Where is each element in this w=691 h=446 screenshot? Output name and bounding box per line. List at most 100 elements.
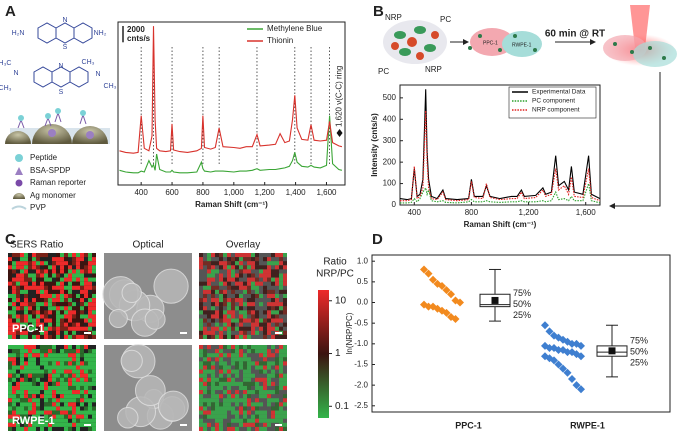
heatmap-pixel [32,314,36,319]
heatmap-pixel [64,353,68,358]
heatmap-pixel [40,418,44,423]
heatmap-pixel [72,310,76,315]
heatmap-pixel [60,373,64,378]
heatmap-pixel [223,410,227,415]
heatmap-pixel [267,422,271,427]
heatmap-pixel [8,306,12,311]
heatmap-pixel [36,330,40,335]
heatmap-pixel [80,298,84,303]
heatmap-pixel [263,381,267,386]
heatmap-pixel [243,334,247,339]
heatmap-pixel [219,369,223,374]
heatmap-pixel [263,318,267,323]
point [559,364,567,373]
optical-image [102,253,192,339]
heatmap-pixel [56,373,60,378]
heatmap-pixel [88,377,92,382]
heatmap-pixel [8,394,12,399]
heatmap-pixel [64,261,68,266]
heatmap-pixel [40,381,44,386]
colorbar [318,290,329,418]
heatmap-pixel [267,322,271,327]
heatmap-pixel [24,402,28,407]
heatmap-pixel [64,402,68,407]
heatmap-pixel [24,365,28,370]
heatmap-pixel [76,318,80,323]
heatmap-pixel [219,418,223,423]
heatmap-pixel [48,377,52,382]
heatmap-pixel [80,418,84,423]
heatmap-pixel [207,277,211,282]
heatmap-pixel [44,285,48,290]
heatmap-pixel [227,306,231,311]
heatmap-pixel [40,373,44,378]
heatmap-pixel [8,373,12,378]
heatmap-pixel [28,322,32,327]
heatmap-pixel [199,330,203,335]
heatmap-pixel [64,369,68,374]
heatmap-pixel [275,410,279,415]
heatmap-pixel [36,422,40,427]
heatmap-pixel [16,422,20,427]
heatmap-pixel [243,253,247,258]
heatmap-pixel [88,373,92,378]
heatmap-pixel [271,410,275,415]
heatmap-pixel [275,390,279,395]
heatmap-pixel [283,422,287,427]
heatmap-pixel [68,357,72,362]
heatmap-pixel [20,345,24,350]
sers-image [8,345,96,431]
heatmap-pixel [283,345,287,350]
heatmap-pixel [88,318,92,323]
heatmap-pixel [215,326,219,331]
heatmap-pixel [44,406,48,411]
heatmap-pixel [211,406,215,411]
heatmap-pixel [235,261,239,266]
heatmap-pixel [199,257,203,262]
heatmap-pixel [267,390,271,395]
heatmap-pixel [203,285,207,290]
heatmap-pixel [68,285,72,290]
point [424,269,433,278]
heatmap-pixel [52,418,56,423]
heatmap-pixel [24,269,28,274]
heatmap-pixel [211,390,215,395]
heatmap-pixel [20,394,24,399]
heatmap-pixel [68,330,72,335]
heatmap-pixel [36,418,40,423]
heatmap-pixel [231,377,235,382]
atom-label: N [62,17,67,24]
heatmap-pixel [279,353,283,358]
heatmap-pixel [223,261,227,266]
heatmap-pixel [72,334,76,339]
heatmap-pixel [235,390,239,395]
heatmap-pixel [44,369,48,374]
heatmap-pixel [20,322,24,327]
heatmap-pixel [56,318,60,323]
plot-frame [399,84,601,206]
heatmap-pixel [12,406,16,411]
heatmap-pixel [283,402,287,407]
heatmap-pixel [267,302,271,307]
heatmap-pixel [60,418,64,423]
heatmap-pixel [235,306,239,311]
heatmap-pixel [235,418,239,423]
heatmap-pixel [76,293,80,299]
heatmap-pixel [279,310,283,315]
heatmap-pixel [227,269,231,274]
heatmap-pixel [12,330,16,335]
heatmap-pixel [12,377,16,382]
series-line [400,183,601,204]
heatmap-pixel [28,265,32,270]
heatmap-pixel [76,410,80,415]
column-header: Optical [132,240,163,251]
heatmap-pixel [223,369,227,374]
heatmap-pixel [279,410,283,415]
heatmap-pixel [64,361,68,366]
point [545,343,554,352]
point [554,346,563,355]
heatmap-pixel [80,345,84,350]
heatmap-pixel [267,265,271,270]
heatmap-pixel [243,385,247,391]
heatmap-pixel [207,345,211,350]
